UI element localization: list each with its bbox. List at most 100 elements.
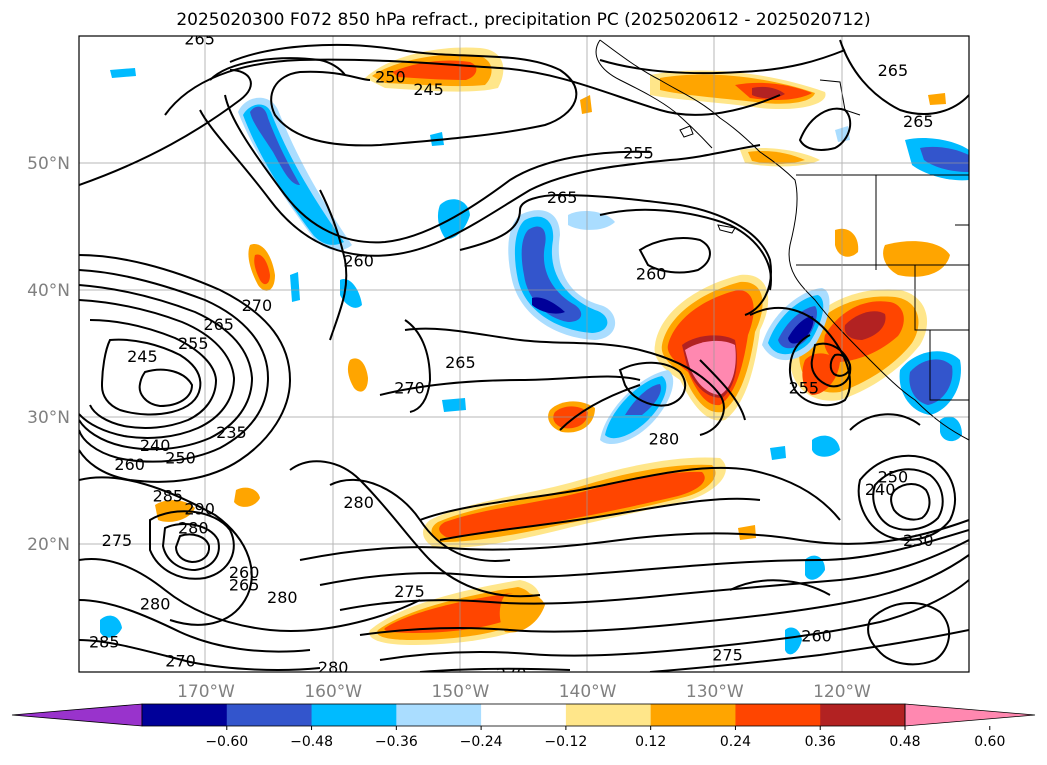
contour-label: 270 xyxy=(165,652,196,671)
longitude-label: 150°W xyxy=(432,682,490,702)
contour-line xyxy=(79,269,270,463)
shade-warm-region xyxy=(580,95,592,114)
contour-line xyxy=(419,667,571,672)
contour-line xyxy=(559,384,641,431)
shade-warm-region xyxy=(883,241,950,277)
colorbar-tick-label: −0.12 xyxy=(544,734,587,750)
latitude-label: 20°N xyxy=(27,535,70,555)
colorbar-bin xyxy=(650,704,736,726)
refractivity-contours xyxy=(79,39,969,672)
contour-line xyxy=(867,602,950,666)
longitude-label: 120°W xyxy=(813,682,871,702)
shade-cool-region xyxy=(568,210,615,230)
contour-line xyxy=(599,208,772,291)
shade-cool-region xyxy=(812,435,840,457)
shade-warm-region xyxy=(928,93,946,105)
colorbar-tick-label: 0.12 xyxy=(635,734,666,750)
shade-warm-region xyxy=(347,358,368,392)
shade-warm-region xyxy=(384,593,523,633)
contour-line xyxy=(319,189,348,341)
colorbar-tick-label: 0.48 xyxy=(889,734,920,750)
shade-warm-region xyxy=(748,150,805,164)
contour-line xyxy=(439,497,761,541)
shade-warm-region xyxy=(439,471,705,537)
shade-cool-region xyxy=(770,446,786,460)
longitude-labels: 170°W 160°W 150°W 140°W 130°W 120°W xyxy=(177,682,871,702)
shade-cool-region xyxy=(110,68,136,78)
contour-line xyxy=(649,629,969,672)
colorbar-extend-high xyxy=(904,703,1036,727)
longitude-label: 170°W xyxy=(177,682,235,702)
colorbar-bin xyxy=(396,704,482,726)
contour-label: 265 xyxy=(203,315,234,334)
contour-label-bg xyxy=(892,686,920,700)
contour-line xyxy=(100,338,202,416)
contour-line xyxy=(319,529,969,586)
contour-label: 250 xyxy=(878,468,909,487)
shade-warm-region xyxy=(844,311,886,340)
contour-line xyxy=(857,454,956,541)
coastlines xyxy=(595,39,969,441)
contour-line xyxy=(79,558,421,632)
contour-line xyxy=(872,468,944,531)
longitude-label: 160°W xyxy=(304,682,362,702)
contour-label: 280 xyxy=(343,493,374,512)
contour-line xyxy=(149,510,235,580)
colorbar-frame xyxy=(141,703,906,727)
contour-line xyxy=(164,58,781,116)
alaska-coast xyxy=(595,39,713,149)
contour-line xyxy=(729,579,831,596)
shade-cool-region xyxy=(909,359,953,405)
contour-line xyxy=(638,237,711,274)
contour-label: 275 xyxy=(712,645,743,664)
shade-warm-region xyxy=(234,487,260,507)
contour-line xyxy=(798,107,852,151)
border-line xyxy=(914,265,969,331)
colorbar-tick-label: 0.24 xyxy=(720,734,751,750)
shade-cool-region xyxy=(940,416,962,442)
contour-line xyxy=(79,639,321,671)
latitude-label: 30°N xyxy=(27,408,70,428)
shade-cool-region xyxy=(250,106,300,185)
shade-cool-region xyxy=(805,555,825,580)
shade-warm-region xyxy=(738,525,756,540)
contour-label: 280 xyxy=(649,429,680,448)
contour-label: 290 xyxy=(184,499,215,518)
shaded-field xyxy=(100,47,969,655)
colorbar-bin xyxy=(481,704,567,726)
longitude-label: 140°W xyxy=(559,682,617,702)
contour-line xyxy=(299,519,969,561)
contour-line xyxy=(890,483,931,521)
shade-warm-region xyxy=(685,340,736,395)
contour-label: 270 xyxy=(242,296,273,315)
contour-line xyxy=(79,299,236,439)
colorbar-tick-label: 0.36 xyxy=(805,734,836,750)
shade-cool-region xyxy=(532,297,565,314)
colorbar: −0.60 −0.48 −0.36 −0.24 −0.12 0.12 0.24 0.36 0.4… xyxy=(11,703,1036,750)
contour-label: 270 xyxy=(496,664,527,683)
border-line xyxy=(929,330,969,401)
contour-label: 245 xyxy=(413,80,444,99)
contour-label: 260 xyxy=(229,563,260,582)
contour-line xyxy=(359,554,969,636)
contour-label: 260 xyxy=(636,264,667,283)
map-title: 2025020300 F072 850 hPa refract., precip… xyxy=(176,10,871,30)
contour-label: 270 xyxy=(394,379,425,398)
contour-line xyxy=(79,284,254,451)
colorbar-bin xyxy=(735,704,821,726)
colorbar-bin xyxy=(820,704,906,726)
contour-label: 280 xyxy=(178,518,209,537)
contour-label: 240 xyxy=(865,480,896,499)
latitude-label: 50°N xyxy=(27,154,70,174)
contour-line xyxy=(339,539,969,611)
contour-label: 280 xyxy=(318,658,349,677)
latitude-labels: 50°N 40°N 30°N 20°N xyxy=(27,154,70,555)
shade-cool-region xyxy=(625,384,661,415)
contour-line xyxy=(699,359,746,421)
contour-label: 230 xyxy=(903,531,934,550)
colorbar-tick-label: −0.48 xyxy=(290,734,333,750)
contour-label: 255 xyxy=(789,379,820,398)
contour-label: 285 xyxy=(153,487,184,506)
